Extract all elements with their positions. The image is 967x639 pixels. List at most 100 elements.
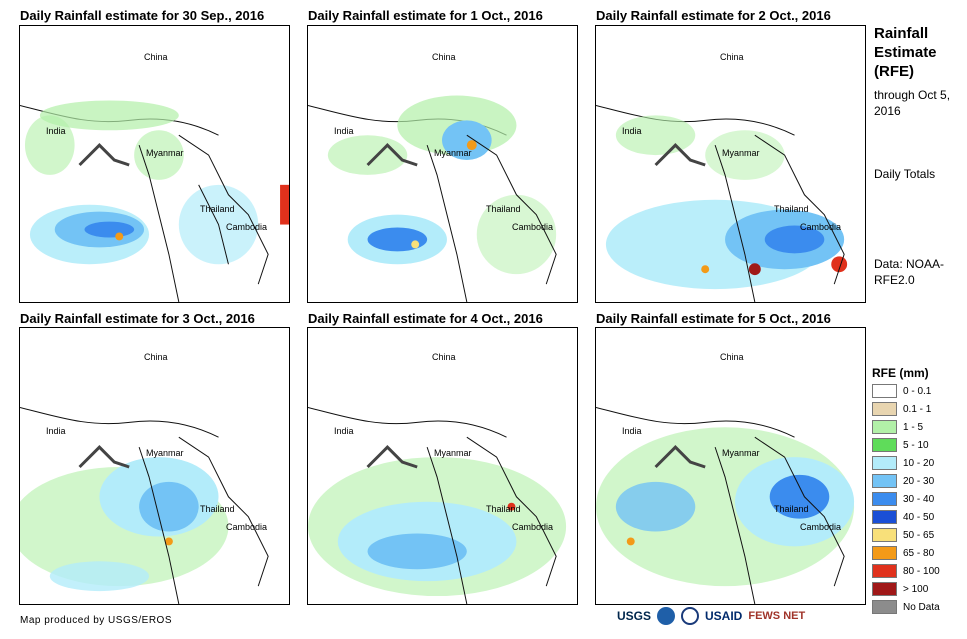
label-myanmar: Myanmar: [722, 448, 760, 458]
label-thailand: Thailand: [486, 504, 521, 514]
legend-label: 1 - 5: [903, 421, 924, 433]
label-cambodia: Cambodia: [800, 522, 842, 532]
label-thailand: Thailand: [774, 504, 809, 514]
label-thailand: Thailand: [200, 204, 235, 214]
legend-label: 30 - 40: [903, 493, 935, 505]
usgs-logo: USGS: [617, 609, 652, 623]
rainfall-map-6: China India Myanmar Thailand Cambodia: [595, 327, 866, 605]
label-cambodia: Cambodia: [512, 522, 554, 532]
label-india: India: [334, 126, 354, 136]
legend-swatch: [872, 456, 897, 470]
map-credit: Map produced by USGS/EROS: [20, 615, 173, 626]
legend-item: 30 - 40: [872, 490, 940, 508]
legend-item: 50 - 65: [872, 526, 940, 544]
legend-swatch: [872, 438, 897, 452]
map-graphic-2: [308, 95, 557, 302]
legend-item: 0 - 0.1: [872, 382, 940, 400]
panel-title-3: Daily Rainfall estimate for 2 Oct., 2016: [596, 8, 831, 23]
map-graphic-6: [596, 406, 855, 604]
label-china: China: [432, 352, 456, 362]
label-myanmar: Myanmar: [434, 148, 472, 158]
label-china: China: [144, 52, 168, 62]
sidebar-title: Rainfall Estimate (RFE): [874, 25, 937, 80]
legend-item: > 100: [872, 580, 940, 598]
legend-label: 65 - 80: [903, 547, 935, 559]
legend-swatch: [872, 564, 897, 578]
sidebar-data-source: Data: NOAA-RFE2.0: [874, 257, 945, 287]
label-india: India: [46, 126, 66, 136]
map-graphic-4: [20, 406, 269, 604]
legend-swatch: [872, 474, 897, 488]
rainfall-map-4: China India Myanmar Thailand Cambodia: [19, 327, 290, 605]
legend-label: > 100: [903, 583, 929, 595]
legend: RFE (mm) 0 - 0.1 0.1 - 1 1 - 5 5 - 10 10 - 2…: [872, 366, 940, 616]
label-china: China: [720, 52, 744, 62]
label-cambodia: Cambodia: [800, 222, 842, 232]
panel-title-6: Daily Rainfall estimate for 5 Oct., 2016: [596, 311, 831, 326]
rainfall-map-1: China India Myanmar Thailand Cambodia: [19, 25, 290, 303]
panel-title-2: Daily Rainfall estimate for 1 Oct., 2016: [308, 8, 543, 23]
label-myanmar: Myanmar: [146, 448, 184, 458]
usaid-logo: USAID: [705, 609, 743, 623]
map-graphic-5: [308, 406, 567, 604]
legend-rows: 0 - 0.1 0.1 - 1 1 - 5 5 - 10 10 - 20 20 - 30 3…: [872, 382, 940, 616]
legend-item: 10 - 20: [872, 454, 940, 472]
sidebar-daily: Daily Totals: [874, 167, 936, 181]
usaid-seal-icon: [681, 607, 700, 625]
label-india: India: [622, 126, 642, 136]
label-india: India: [334, 426, 354, 436]
legend-item: 80 - 100: [872, 562, 940, 580]
fewsnet-logo: FEWS NET: [748, 610, 806, 622]
label-china: China: [432, 52, 456, 62]
legend-swatch: [872, 510, 897, 524]
legend-label: 50 - 65: [903, 529, 935, 541]
label-thailand: Thailand: [200, 504, 235, 514]
legend-title: RFE (mm): [872, 366, 929, 380]
legend-item: No Data: [872, 598, 940, 616]
label-india: India: [46, 426, 66, 436]
panel-title-4: Daily Rainfall estimate for 3 Oct., 2016: [20, 311, 255, 326]
legend-swatch: [872, 420, 897, 434]
legend-item: 0.1 - 1: [872, 400, 940, 418]
legend-swatch: [872, 528, 897, 542]
legend-item: 65 - 80: [872, 544, 940, 562]
rainfall-map-3: China India Myanmar Thailand Cambodia: [595, 25, 866, 303]
label-cambodia: Cambodia: [226, 222, 268, 232]
legend-swatch: [872, 546, 897, 560]
label-cambodia: Cambodia: [226, 522, 268, 532]
label-myanmar: Myanmar: [722, 148, 760, 158]
legend-item: 40 - 50: [872, 508, 940, 526]
legend-label: 0.1 - 1: [903, 403, 932, 415]
legend-label: 5 - 10: [903, 439, 929, 451]
label-china: China: [144, 352, 168, 362]
panel-title-1: Daily Rainfall estimate for 30 Sep., 201…: [20, 8, 265, 23]
label-india: India: [622, 426, 642, 436]
sidebar-through: through Oct 5, 2016: [874, 88, 951, 118]
legend-item: 1 - 5: [872, 418, 940, 436]
map-graphic-3: [596, 104, 848, 302]
label-thailand: Thailand: [486, 204, 521, 214]
rainfall-map-5: China India Myanmar Thailand Cambodia: [307, 327, 578, 605]
panel-title-5: Daily Rainfall estimate for 4 Oct., 2016: [308, 311, 543, 326]
legend-label: 10 - 20: [903, 457, 935, 469]
legend-swatch: [872, 402, 897, 416]
legend-label: 0 - 0.1: [903, 385, 932, 397]
label-cambodia: Cambodia: [512, 222, 554, 232]
legend-swatch: [872, 384, 897, 398]
legend-swatch: [872, 582, 897, 596]
legend-swatch: [872, 600, 897, 614]
legend-label: 20 - 30: [903, 475, 935, 487]
legend-label: No Data: [903, 601, 940, 613]
legend-label: 40 - 50: [903, 511, 935, 523]
legend-item: 20 - 30: [872, 472, 940, 490]
rainfall-map-2: China India Myanmar Thailand Cambodia: [307, 25, 578, 303]
noaa-logo-icon: [657, 607, 676, 625]
legend-label: 80 - 100: [903, 565, 940, 577]
legend-item: 5 - 10: [872, 436, 940, 454]
label-thailand: Thailand: [774, 204, 809, 214]
label-myanmar: Myanmar: [146, 148, 184, 158]
legend-swatch: [872, 492, 897, 506]
label-myanmar: Myanmar: [434, 448, 472, 458]
logo-strip: USGS USAID FEWS NET: [617, 607, 805, 625]
label-china: China: [720, 352, 744, 362]
